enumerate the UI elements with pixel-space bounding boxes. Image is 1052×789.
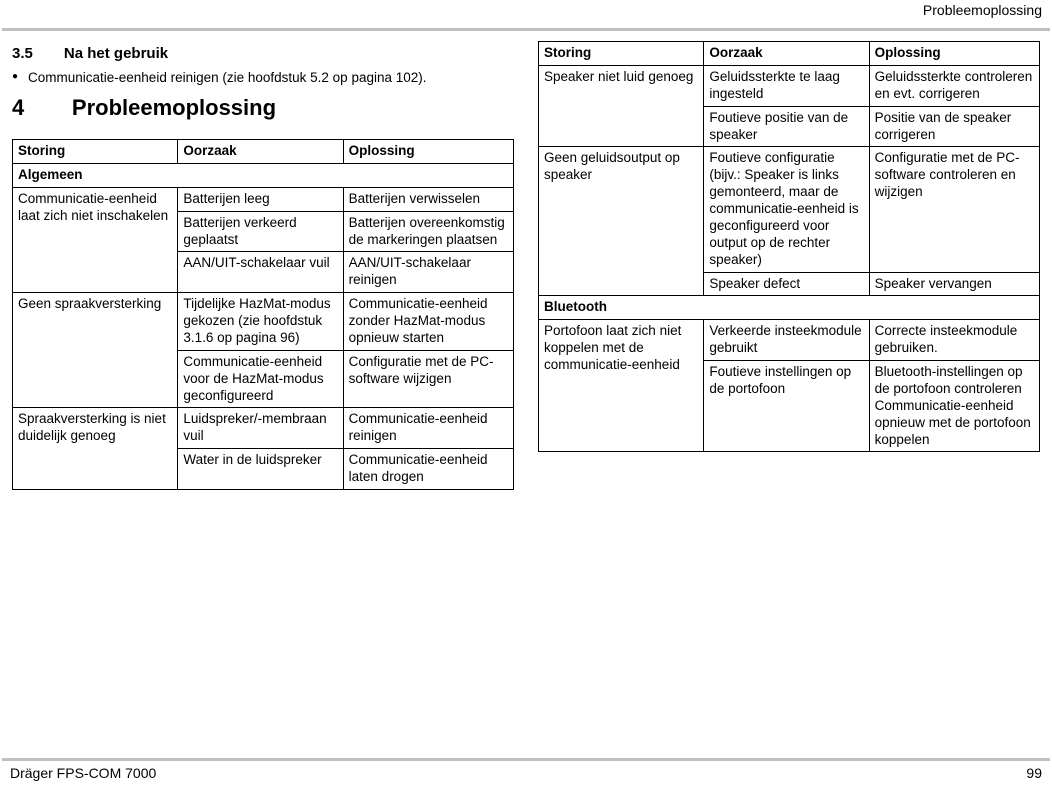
cell-cause: Speaker defect	[704, 272, 869, 296]
header-right-label: Probleemoplossing	[923, 2, 1042, 18]
cell-solution: Configuratie met de PC-software controle…	[869, 147, 1039, 272]
cell-solution: Correcte insteekmodule gebruiken.	[869, 320, 1039, 361]
cell-cause: Foutieve positie van de speaker	[704, 106, 869, 147]
col-header: Oorzaak	[704, 42, 869, 66]
cell-solution: Batterijen overeenkomstig de markeringen…	[343, 211, 513, 252]
cell-cause: Luidspreker/-membraan vuil	[178, 408, 343, 449]
troubleshoot-table-right: Storing Oorzaak Oplossing Speaker niet l…	[538, 41, 1040, 452]
table-header-row: Storing Oorzaak Oplossing	[13, 140, 514, 164]
col-header: Oplossing	[869, 42, 1039, 66]
cell-solution: Bluetooth-instellingen op de portofoon c…	[869, 361, 1039, 452]
footer: Dräger FPS-COM 7000 99	[0, 758, 1052, 781]
cell-cause: Water in de luidspreker	[178, 449, 343, 490]
table-section-row: Bluetooth	[539, 296, 1040, 320]
col-header: Oplossing	[343, 140, 513, 164]
table-row: Speaker niet luid genoeg Geluidssterkte …	[539, 65, 1040, 106]
header: Probleemoplossing	[0, 0, 1052, 28]
left-column: 3.5 Na het gebruik Communicatie-eenheid …	[12, 41, 514, 490]
cell-storing: Geen geluidsoutput op speaker	[539, 147, 704, 296]
right-column: Storing Oorzaak Oplossing Speaker niet l…	[538, 41, 1040, 490]
table-row: Spraakversterking is niet duidelijk geno…	[13, 408, 514, 449]
cell-storing: Spraakversterking is niet duidelijk geno…	[13, 408, 178, 490]
col-header: Oorzaak	[178, 140, 343, 164]
cell-cause: Foutieve instellingen op de portofoon	[704, 361, 869, 452]
table-section-row: Algemeen	[13, 163, 514, 187]
cell-storing: Communicatie-eenheid laat zich niet insc…	[13, 187, 178, 292]
cell-storing: Portofoon laat zich niet koppelen met de…	[539, 320, 704, 452]
section-heading: 3.5 Na het gebruik	[12, 45, 514, 62]
section-cell: Algemeen	[13, 163, 514, 187]
footer-left: Dräger FPS-COM 7000	[10, 765, 156, 781]
table-row: Portofoon laat zich niet koppelen met de…	[539, 320, 1040, 361]
cell-cause: Foutieve configuratie (bijv.: Speaker is…	[704, 147, 869, 272]
cell-cause: Verkeerde insteekmodule gebruikt	[704, 320, 869, 361]
cell-solution: Positie van de speaker corrigeren	[869, 106, 1039, 147]
cell-solution: Communicatie-eenheid reinigen	[343, 408, 513, 449]
divider-bottom	[2, 758, 1050, 761]
cell-solution: Speaker vervangen	[869, 272, 1039, 296]
cell-solution: Batterijen verwisselen	[343, 187, 513, 211]
section-cell: Bluetooth	[539, 296, 1040, 320]
troubleshoot-table-left: Storing Oorzaak Oplossing Algemeen Commu…	[12, 139, 514, 490]
cell-storing: Speaker niet luid genoeg	[539, 65, 704, 147]
cell-cause: Tijdelijke HazMat-modus gekozen (zie hoo…	[178, 293, 343, 351]
cell-solution: Communicatie-eenheid laten drogen	[343, 449, 513, 490]
table-header-row: Storing Oorzaak Oplossing	[539, 42, 1040, 66]
section-title: Na het gebruik	[64, 45, 168, 62]
cell-cause: Batterijen leeg	[178, 187, 343, 211]
table-row: Geen spraakversterking Tijdelijke HazMat…	[13, 293, 514, 351]
bullet-item: Communicatie-eenheid reinigen (zie hoofd…	[12, 70, 514, 85]
cell-solution: AAN/UIT-schakelaar reinigen	[343, 252, 513, 293]
section-number: 3.5	[12, 45, 60, 62]
footer-row: Dräger FPS-COM 7000 99	[0, 765, 1052, 781]
cell-storing: Geen spraakversterking	[13, 293, 178, 408]
footer-page-number: 99	[1026, 765, 1042, 781]
content-columns: 3.5 Na het gebruik Communicatie-eenheid …	[0, 31, 1052, 490]
chapter-number: 4	[12, 95, 68, 121]
cell-solution: Communicatie-eenheid zonder HazMat-modus…	[343, 293, 513, 351]
cell-cause: AAN/UIT-schakelaar vuil	[178, 252, 343, 293]
chapter-title: Probleemoplossing	[72, 95, 276, 120]
cell-solution: Geluidssterkte controleren en evt. corri…	[869, 65, 1039, 106]
col-header: Storing	[13, 140, 178, 164]
table-row: Communicatie-eenheid laat zich niet insc…	[13, 187, 514, 211]
table-row: Geen geluidsoutput op speaker Foutieve c…	[539, 147, 1040, 272]
cell-cause: Communicatie-eenheid voor de HazMat-modu…	[178, 350, 343, 408]
cell-solution: Configuratie met de PC-software wijzigen	[343, 350, 513, 408]
cell-cause: Geluidssterkte te laag ingesteld	[704, 65, 869, 106]
cell-cause: Batterijen verkeerd geplaatst	[178, 211, 343, 252]
page: Probleemoplossing 3.5 Na het gebruik Com…	[0, 0, 1052, 789]
chapter-heading: 4 Probleemoplossing	[12, 95, 514, 121]
col-header: Storing	[539, 42, 704, 66]
